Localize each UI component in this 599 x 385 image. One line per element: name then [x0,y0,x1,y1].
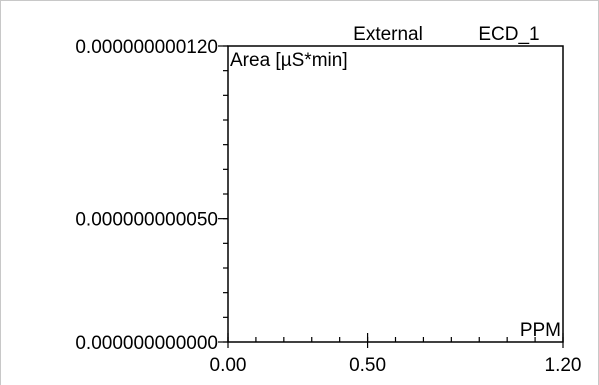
plot-border [227,45,564,343]
y-tick-label: 0.000000000050 [75,210,218,231]
chart-title-detector: ECD_1 [478,24,539,45]
axis-ticks: 0.000000000000 0.000000000050 0.0000000001… [75,37,581,376]
x-axis-label: PPM [520,320,561,341]
x-tick-label: 1.20 [545,355,582,376]
y-tick-label: 0.000000000000 [75,333,218,354]
plot-area [227,45,564,343]
y-axis-label: Area [µS*min] [230,50,348,71]
x-tick-label: 0.50 [349,355,386,376]
chart-title-method: External [353,24,423,45]
x-tick-label: 0.00 [210,355,247,376]
y-tick-label: 0.000000000120 [75,37,218,58]
